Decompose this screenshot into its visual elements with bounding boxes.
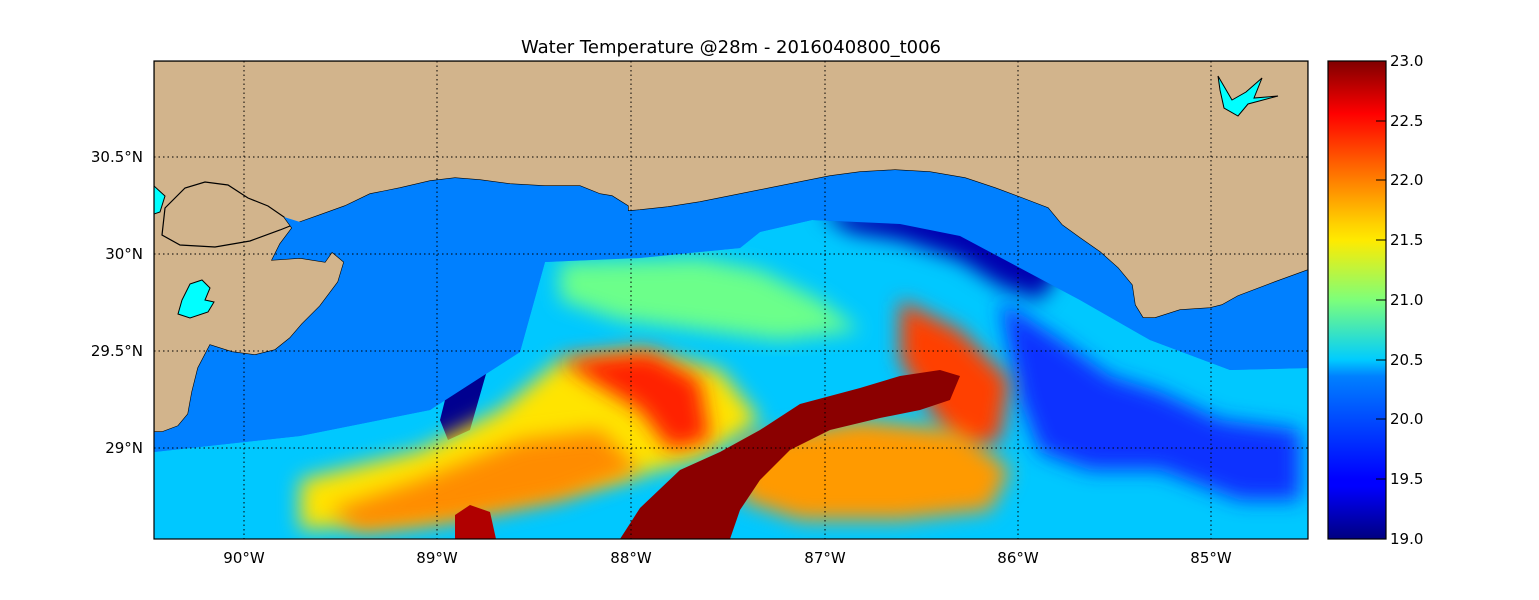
field-red-west [560, 352, 710, 450]
colorbar-tick-label: 21.0 [1390, 291, 1423, 309]
x-tick-label: 87°W [804, 549, 846, 567]
field-blue-east [1000, 300, 1300, 500]
shelf-water [154, 170, 1308, 452]
colorbar-tick-label: 19.0 [1390, 530, 1423, 548]
lake-3 [1217, 75, 1279, 117]
temperature-field [154, 208, 1308, 539]
y-tick-label: 29.5°N [91, 342, 143, 360]
map-title: Water Temperature @28m - 2016040800_t006 [521, 37, 941, 58]
colorbar-tick-label: 20.0 [1390, 410, 1423, 428]
map-frame [153, 60, 1309, 540]
x-tick-label: 88°W [610, 549, 652, 567]
x-tick-label: 86°W [997, 549, 1039, 567]
x-tick-label: 85°W [1190, 549, 1232, 567]
x-tick-label: 89°W [416, 549, 458, 567]
field-warm-core [620, 370, 960, 539]
field-green-north [560, 258, 860, 340]
colorbar: 23.0 22.5 22.0 21.5 21.0 20.5 20.0 19.5 … [1327, 52, 1423, 548]
y-tick-label: 29°N [105, 439, 143, 457]
y-tick-labels: 30.5°N 30°N 29.5°N 29°N [91, 148, 143, 457]
colorbar-tick-label: 23.0 [1390, 52, 1423, 70]
colorbar-tick-label: 22.5 [1390, 112, 1423, 130]
x-tick-label: 90°W [223, 549, 265, 567]
field-orange-east [740, 420, 1010, 520]
lake-1 [154, 185, 166, 215]
y-tick-label: 30.5°N [91, 148, 143, 166]
map-area [154, 61, 1308, 539]
colorbar-tick-label: 22.0 [1390, 171, 1423, 189]
y-tick-label: 30°N [105, 245, 143, 263]
graticule [154, 61, 1308, 539]
colorbar-tick-label: 21.5 [1390, 231, 1423, 249]
field-warm-southwest [455, 505, 496, 539]
colorbar-tick-label: 20.5 [1390, 351, 1423, 369]
colorbar-tick-label: 19.5 [1390, 470, 1423, 488]
field-orange-west [330, 430, 640, 532]
x-tick-labels: 90°W 89°W 88°W 87°W 86°W 85°W [223, 549, 1232, 567]
lake-2 [177, 279, 215, 319]
